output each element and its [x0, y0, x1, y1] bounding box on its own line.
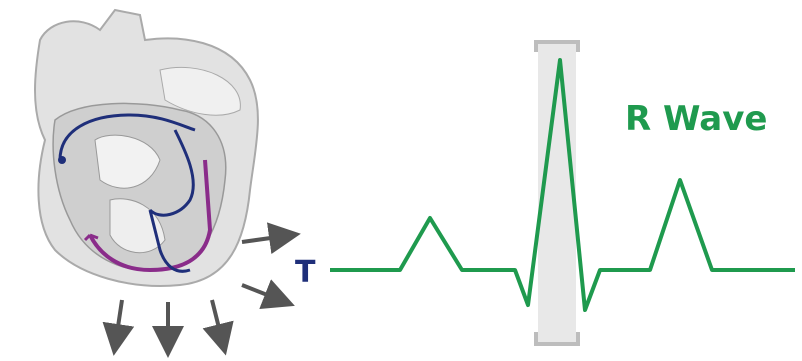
diagram: T R Wave [0, 0, 802, 361]
heart-illustration [35, 10, 258, 286]
lead-label: T [295, 255, 316, 290]
wave-label: R Wave [625, 99, 767, 139]
